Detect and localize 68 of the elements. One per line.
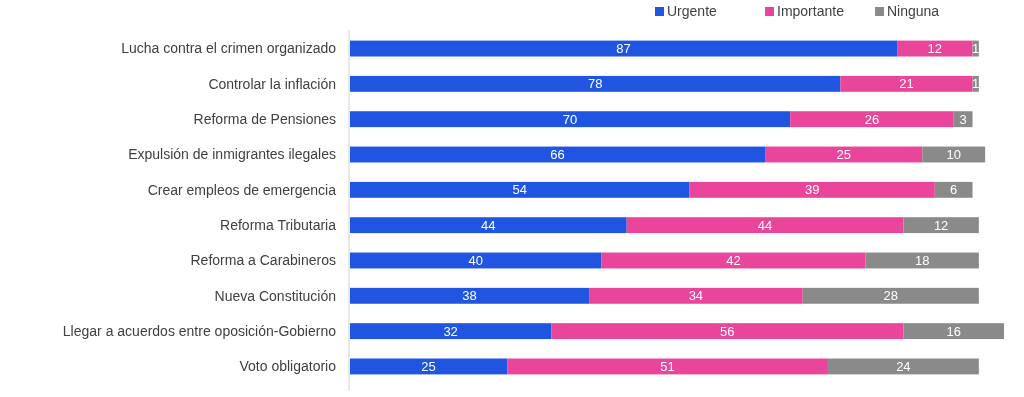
data-label: 44 [481,217,496,233]
data-label: 78 [588,76,603,92]
bar [601,252,866,269]
data-label: 10 [946,147,961,163]
data-label: 18 [915,253,930,269]
data-label: 1 [972,41,980,57]
data-label: 12 [927,41,943,57]
bar [802,287,979,304]
data-label: 1 [972,76,980,92]
data-label: 25 [836,147,851,163]
bar [765,146,923,163]
bar [689,181,935,198]
bar [903,217,979,234]
legend-label: Ninguna [887,3,940,19]
y-tick-label: Nueva Constitución [214,287,336,304]
data-label: 40 [468,253,483,269]
bar [350,181,690,198]
data-label: 25 [421,359,436,375]
bar [551,323,904,340]
bar [588,287,803,304]
y-tick-label: Reforma a Carabineros [190,252,336,269]
y-tick-label: Voto obligatorio [239,358,337,375]
bar [350,287,589,304]
data-label: 3 [959,111,967,127]
y-tick-label: Lucha contra el crimen organizado [121,40,337,57]
y-tick-label: Reforma de Pensiones [193,111,336,128]
y-tick-label: Crear empleos de emergencia [147,181,337,198]
data-label: 87 [616,41,631,57]
data-label: 16 [946,323,961,339]
bar [350,40,898,57]
data-label: 28 [883,288,899,304]
bar [626,217,904,234]
bar [934,181,973,198]
bar [865,252,979,269]
y-tick-label: Expulsión de inmigrantes ilegales [128,146,336,163]
data-label: 12 [933,217,949,233]
y-tick-label: Reforma Tributaria [220,217,337,234]
legend-label: Importante [777,3,845,19]
bar [350,146,766,163]
data-label: 66 [550,147,565,163]
bar [350,323,552,340]
bar [350,75,841,92]
data-label: 38 [462,288,477,304]
data-label: 51 [660,359,675,375]
data-label: 21 [899,76,914,92]
y-tick-label: Controlar la inflación [208,75,336,92]
bar [350,358,508,375]
data-label: 54 [512,182,528,198]
data-label: 44 [757,217,773,233]
data-label: 56 [720,323,735,339]
data-label: 42 [726,253,741,269]
data-label: 24 [896,359,911,375]
bar [350,111,791,128]
bar [903,323,1004,340]
data-label: 39 [804,182,820,198]
data-label: 34 [688,288,704,304]
y-tick-label: Llegar a acuerdos entre oposición-Gobierno [62,323,337,340]
bar [507,358,828,375]
bar [350,217,627,234]
bar [790,111,954,128]
bar [827,358,979,375]
bar [350,252,602,269]
data-label: 70 [562,111,578,127]
data-label: 32 [443,323,458,339]
data-label: 26 [864,111,880,127]
legend-label: Urgente [667,3,718,19]
data-label: 6 [950,182,958,198]
bar [840,75,973,92]
